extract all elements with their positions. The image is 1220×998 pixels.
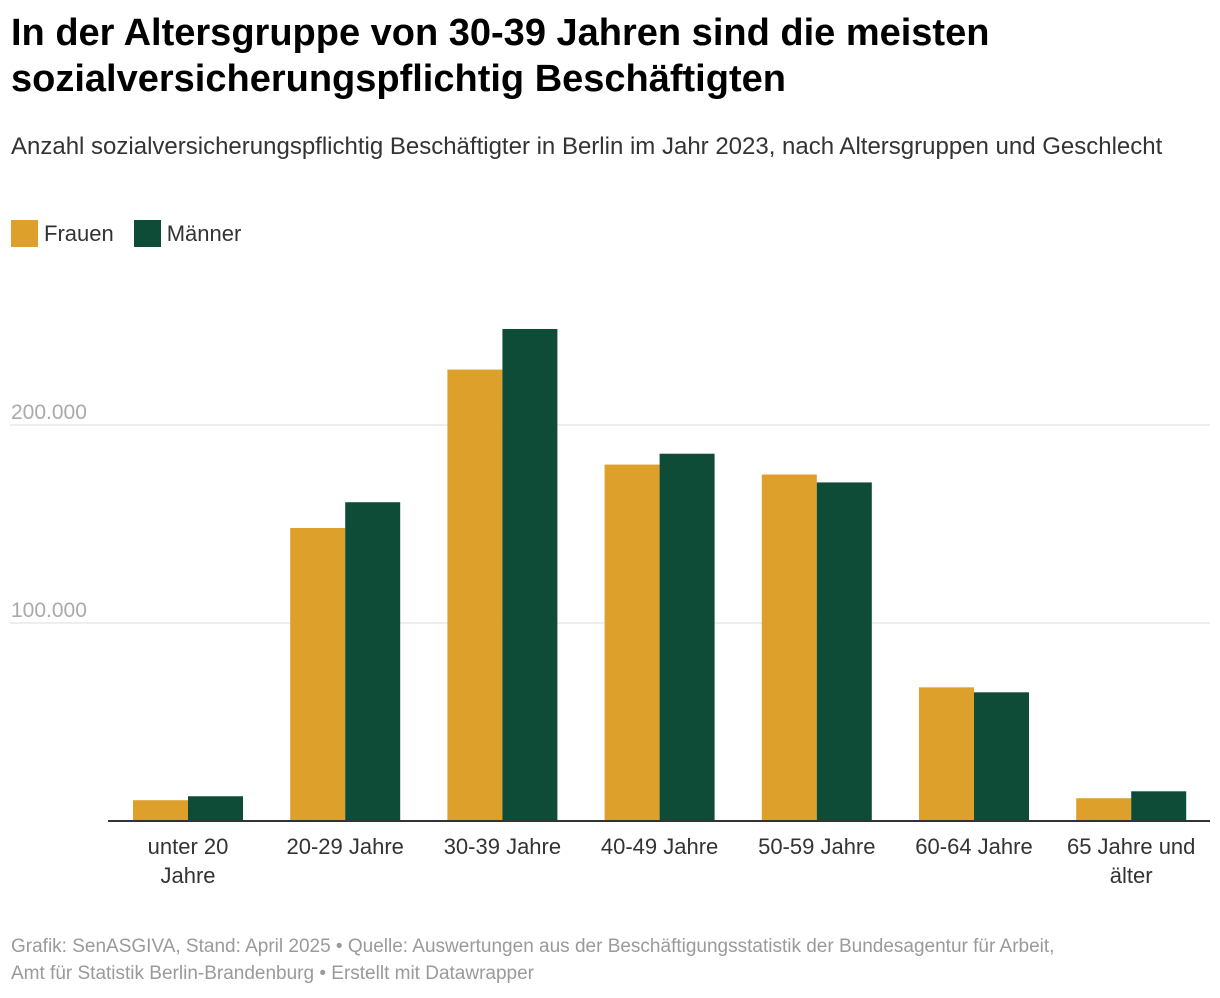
bar-mnner-5 (974, 692, 1029, 821)
legend-item-frauen: Frauen (11, 220, 114, 247)
bar-mnner-3 (659, 453, 715, 821)
bar-frauen-5 (919, 687, 974, 821)
bar-frauen-1 (290, 527, 346, 821)
bar-mnner-4 (816, 482, 872, 821)
y-tick-label-0: 100.000 (11, 599, 87, 622)
x-tick-label-0: unter 20 Jahre (148, 834, 229, 888)
legend-item-maenner: Männer (133, 220, 242, 247)
bar-chart: 100.000 200.000 unter 20 Jahre 20-29 Jahre 30… (10, 328, 1210, 888)
x-tick-label-1: 20-29 Jahre (286, 834, 403, 859)
chart-title: In der Altersgruppe von 30-39 Jahren sin… (11, 12, 990, 100)
chart-legend: Frauen Männer (11, 220, 241, 247)
chart-subtitle: Anzahl sozialversicherungspflichtig Besc… (11, 133, 1163, 160)
x-tick-label-line: 30-39 Jahre (444, 834, 561, 859)
x-tick-label-2: 30-39 Jahre (444, 834, 561, 859)
x-tick-label-line: Jahre (160, 863, 215, 888)
footer-line-1: Grafik: SenASGIVA, Stand: April 2025 • Q… (11, 936, 1055, 957)
bar-mnner-6 (1131, 791, 1187, 821)
legend-swatch-maenner (133, 220, 161, 247)
y-tick-label-1: 200.000 (11, 401, 87, 424)
legend-swatch-frauen (11, 220, 38, 247)
bar-mnner-0 (188, 796, 243, 821)
legend-label-maenner: Männer (166, 220, 242, 246)
bar-frauen-2 (447, 369, 503, 821)
x-tick-label-line: 60-64 Jahre (915, 834, 1032, 859)
bar-mnner-2 (502, 328, 558, 821)
chart-footer: Grafik: SenASGIVA, Stand: April 2025 • Q… (11, 933, 1216, 987)
bar-frauen-0 (133, 800, 188, 821)
x-tick-label-6: 65 Jahre und älter (1067, 834, 1195, 888)
x-tick-label-line: 40-49 Jahre (601, 834, 718, 859)
bar-mnner-1 (345, 502, 401, 821)
x-tick-label-4: 50-59 Jahre (758, 834, 875, 859)
x-tick-label-3: 40-49 Jahre (601, 834, 718, 859)
x-tick-label-line: älter (1110, 863, 1153, 888)
x-tick-label-line: 50-59 Jahre (758, 834, 875, 859)
bar-frauen-4 (761, 474, 817, 821)
bar-frauen-3 (604, 464, 660, 821)
x-tick-label-5: 60-64 Jahre (915, 834, 1032, 859)
x-tick-label-line: 65 Jahre und (1067, 834, 1195, 859)
bar-frauen-6 (1076, 798, 1132, 821)
x-tick-label-line: unter 20 (148, 834, 229, 859)
footer-line-2: Amt für Statistik Berlin-Brandenburg • E… (11, 963, 535, 984)
x-tick-label-line: 20-29 Jahre (286, 834, 403, 859)
legend-label-frauen: Frauen (44, 220, 114, 246)
